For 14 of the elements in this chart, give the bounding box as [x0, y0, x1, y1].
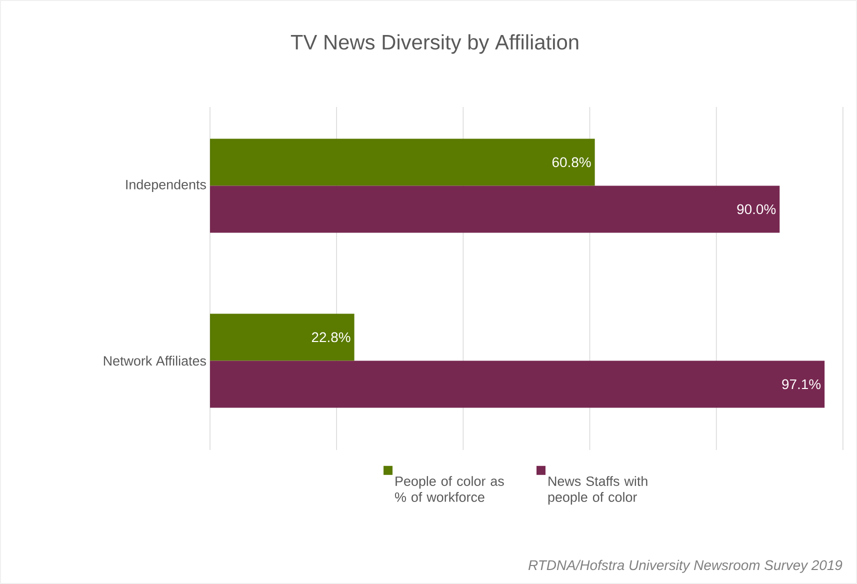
legend-label: People of color as % of workforce: [394, 476, 504, 502]
data-label: 97.1%: [782, 379, 821, 390]
legend-label: News Staffs with people of color: [548, 476, 648, 505]
data-label: 60.8%: [552, 157, 591, 168]
y-tick-label: Independents: [126, 179, 206, 192]
data-label: 90.0%: [737, 204, 776, 214]
bar: [210, 186, 780, 233]
chart-title: TV News Diversity by Affiliation: [290, 34, 578, 54]
data-label: 22.8%: [312, 332, 350, 342]
y-tick-label: Network Affiliates: [104, 356, 206, 366]
bar: [210, 314, 354, 361]
text: RTDNA/Hofstra University Newsroom Survey 2019: [528, 560, 842, 573]
bar: [210, 360, 825, 408]
bar: [210, 138, 595, 186]
